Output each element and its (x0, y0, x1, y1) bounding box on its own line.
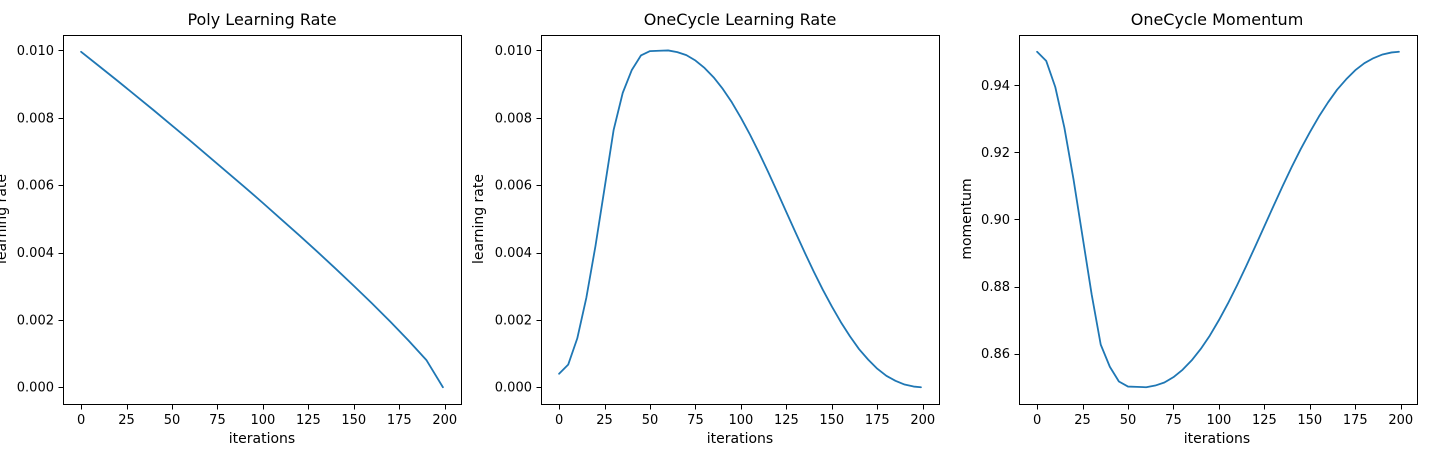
y-tick-label: 0.000 (495, 381, 532, 396)
chart-title: Poly Learning Rate (187, 10, 336, 29)
x-tick-label: 125 (1252, 413, 1277, 428)
y-axis-label: learning rate (0, 174, 10, 264)
x-axis-label: iterations (229, 431, 295, 447)
x-tick-label: 25 (1074, 413, 1091, 428)
x-tick-label: 175 (387, 413, 412, 428)
x-tick-label: 150 (1297, 413, 1322, 428)
x-tick-label: 50 (1120, 413, 1137, 428)
x-tick-label: 100 (728, 413, 753, 428)
x-tick-label: 125 (296, 413, 321, 428)
x-tick-label: 25 (118, 413, 135, 428)
x-tick-label: 50 (642, 413, 659, 428)
chart-title: OneCycle Momentum (1131, 10, 1304, 29)
x-tick-label: 75 (209, 413, 226, 428)
series-line (558, 49, 922, 389)
panel-onecycle-momentum: OneCycle Momentum iterations momentum 0 2… (959, 10, 1418, 447)
x-tick-label: 75 (687, 413, 704, 428)
y-tick-label: 0.92 (981, 146, 1010, 161)
y-tick-label: 0.004 (17, 246, 54, 261)
x-tick-label: 0 (77, 413, 85, 428)
y-tick-label: 0.002 (495, 313, 532, 328)
y-tick-label: 0.004 (495, 246, 532, 261)
y-tick-label: 0.008 (495, 111, 532, 126)
x-tick-label: 150 (341, 413, 366, 428)
axes-frame (541, 35, 940, 405)
y-tick-label: 0.88 (981, 280, 1010, 295)
y-tick-label: 0.006 (495, 179, 532, 194)
x-tick-label: 0 (555, 413, 563, 428)
series-line (1036, 50, 1400, 389)
x-tick-label: 200 (1388, 413, 1413, 428)
x-tick-label: 175 (865, 413, 890, 428)
panel-onecycle-learning-rate: OneCycle Learning Rate iterations learni… (471, 10, 940, 447)
x-tick-label: 175 (1343, 413, 1368, 428)
y-tick-label: 0.86 (981, 347, 1010, 362)
x-tick-label: 100 (1206, 413, 1231, 428)
y-tick-label: 0.006 (17, 179, 54, 194)
x-tick-label: 200 (432, 413, 457, 428)
axes-frame (63, 35, 462, 405)
series-line (80, 50, 444, 389)
y-tick-label: 0.010 (17, 44, 54, 59)
x-axis-label: iterations (707, 431, 773, 447)
chart-title: OneCycle Learning Rate (644, 10, 837, 29)
y-tick-label: 0.002 (17, 313, 54, 328)
y-tick-label: 0.010 (495, 44, 532, 59)
x-tick-label: 75 (1165, 413, 1182, 428)
y-tick-label: 0.000 (17, 381, 54, 396)
x-tick-label: 100 (250, 413, 275, 428)
x-tick-label: 125 (774, 413, 799, 428)
panel-poly-learning-rate: Poly Learning Rate iterations learning r… (0, 10, 462, 447)
x-tick-label: 50 (164, 413, 181, 428)
x-tick-label: 200 (910, 413, 935, 428)
y-axis-label: momentum (959, 178, 975, 259)
x-tick-label: 25 (596, 413, 613, 428)
x-axis-label: iterations (1184, 431, 1250, 447)
x-tick-label: 150 (819, 413, 844, 428)
y-tick-label: 0.94 (981, 79, 1010, 94)
x-tick-label: 0 (1033, 413, 1041, 428)
y-tick-label: 0.008 (17, 111, 54, 126)
y-tick-label: 0.90 (981, 213, 1010, 228)
y-axis-label: learning rate (471, 174, 487, 264)
